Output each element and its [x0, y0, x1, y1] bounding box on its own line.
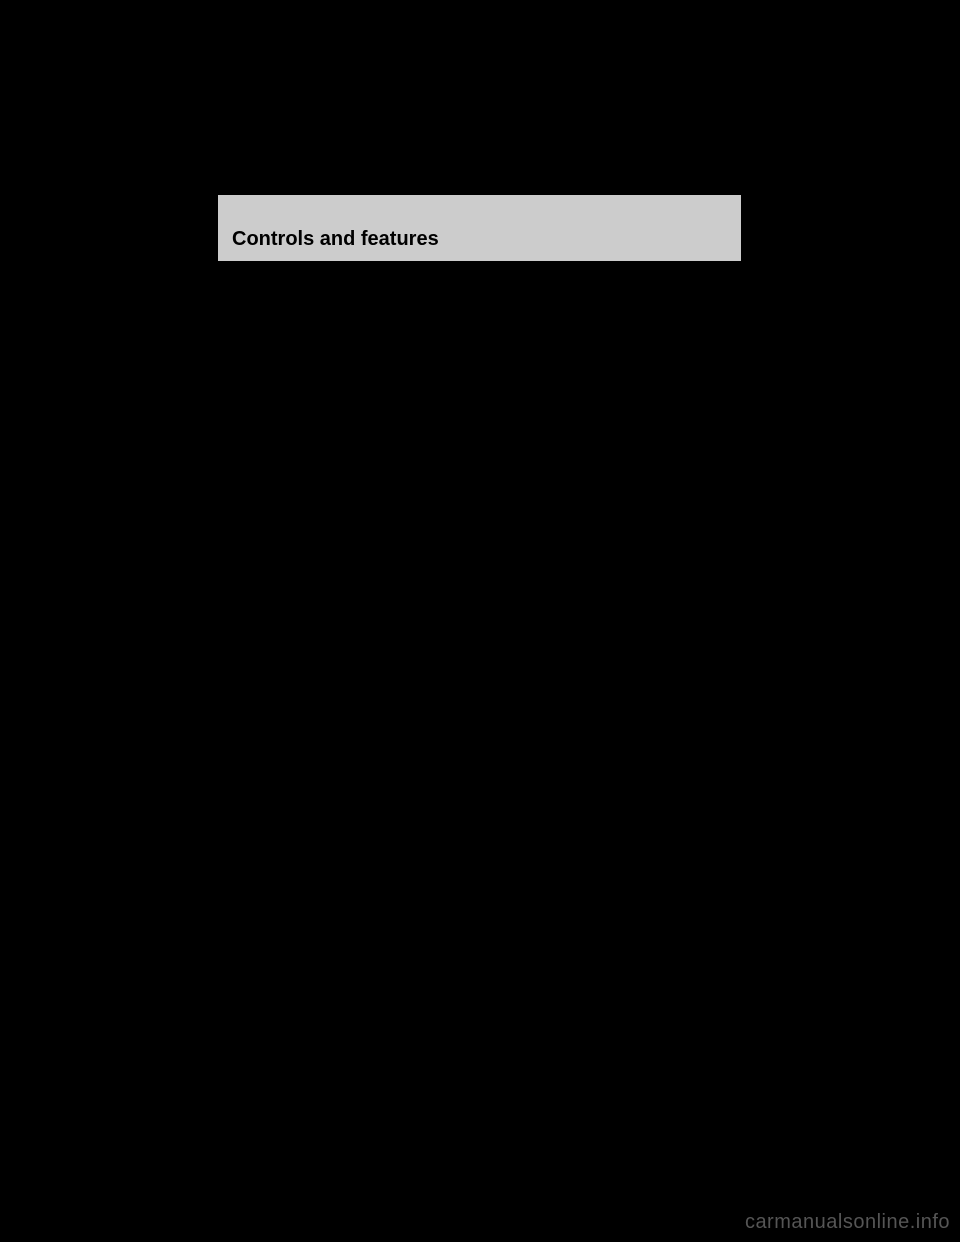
watermark-text: carmanualsonline.info: [745, 1211, 950, 1234]
page-content-region: Controls and features: [218, 195, 741, 261]
section-header-title: Controls and features: [232, 228, 439, 251]
section-header-bar: Controls and features: [218, 195, 741, 261]
